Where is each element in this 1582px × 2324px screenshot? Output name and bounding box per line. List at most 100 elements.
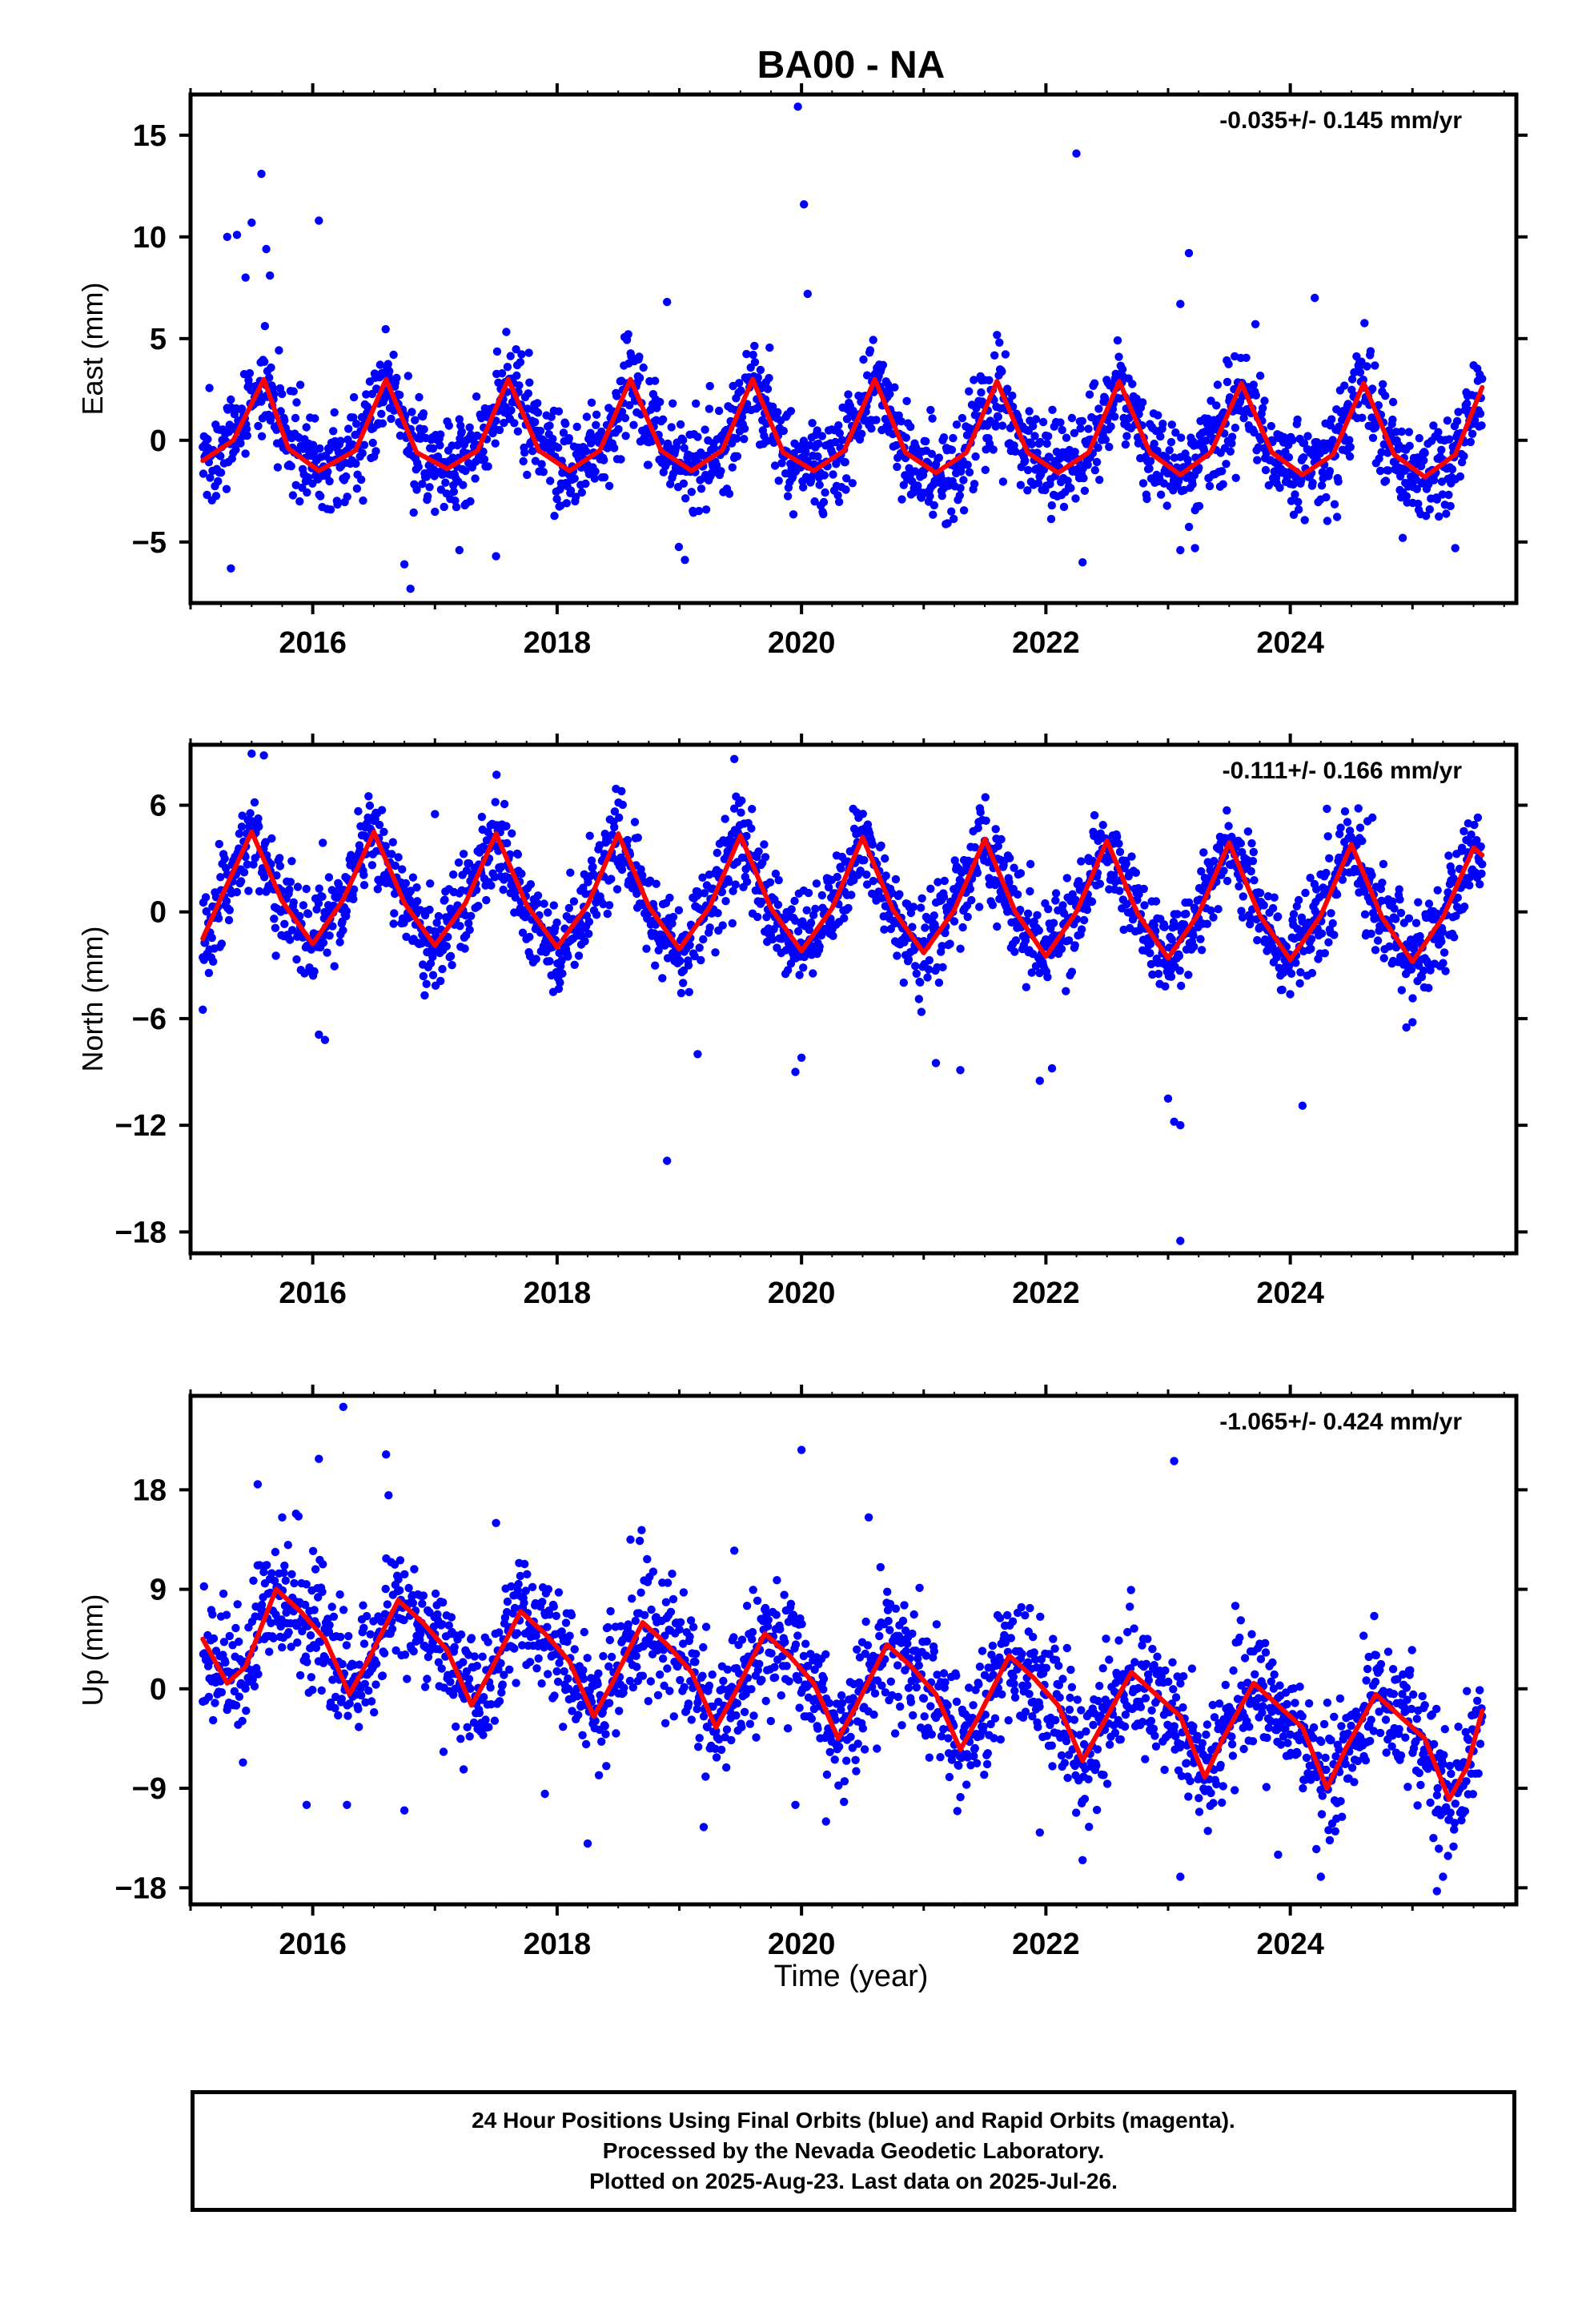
data-point xyxy=(869,336,877,344)
data-point xyxy=(970,480,979,489)
data-point xyxy=(516,358,525,367)
data-point xyxy=(474,902,483,911)
data-point xyxy=(554,984,564,994)
data-point xyxy=(1294,505,1303,514)
data-point xyxy=(549,901,558,910)
data-point xyxy=(373,885,382,894)
data-point xyxy=(1219,480,1227,489)
data-point xyxy=(408,408,416,416)
data-point xyxy=(1173,910,1182,919)
data-point xyxy=(1177,981,1186,991)
data-point xyxy=(841,457,849,467)
data-point xyxy=(415,392,424,402)
data-point xyxy=(679,479,689,488)
data-point xyxy=(667,423,676,432)
data-point xyxy=(517,869,526,879)
outlier-point xyxy=(259,751,268,760)
data-point xyxy=(1125,413,1134,423)
data-point xyxy=(1466,437,1476,447)
east-observations xyxy=(199,103,1487,593)
data-point xyxy=(714,406,724,416)
data-point xyxy=(444,932,452,942)
data-point xyxy=(1336,823,1345,832)
data-point xyxy=(364,1687,373,1695)
data-point xyxy=(279,1568,288,1578)
data-point xyxy=(359,440,369,449)
data-point xyxy=(1140,901,1149,910)
outlier-point xyxy=(1078,558,1087,567)
data-point xyxy=(354,806,363,816)
data-point xyxy=(1132,394,1141,403)
data-point xyxy=(288,491,298,500)
data-point xyxy=(997,834,1006,844)
data-point xyxy=(1287,497,1296,505)
data-point xyxy=(383,360,392,368)
data-point xyxy=(1227,432,1237,441)
data-point xyxy=(624,330,632,339)
data-point xyxy=(359,496,367,505)
outlier-point xyxy=(1176,1236,1185,1245)
data-point xyxy=(1122,432,1131,440)
data-point xyxy=(1284,452,1294,462)
data-point xyxy=(477,812,487,822)
data-point xyxy=(1001,350,1010,359)
data-point xyxy=(283,1541,292,1550)
data-point xyxy=(484,1638,492,1647)
data-point xyxy=(635,352,644,361)
data-point xyxy=(1405,441,1414,450)
data-point xyxy=(1070,448,1079,456)
x-tick-label: 2020 xyxy=(768,626,836,660)
data-point xyxy=(633,833,642,842)
data-point xyxy=(1327,415,1336,424)
data-point xyxy=(970,376,978,384)
data-point xyxy=(705,923,714,932)
data-point xyxy=(588,862,597,871)
data-point xyxy=(1162,501,1171,510)
data-point xyxy=(949,433,958,443)
data-point xyxy=(1460,452,1468,460)
data-point xyxy=(1340,807,1350,816)
data-point xyxy=(750,341,759,351)
data-point xyxy=(804,888,813,898)
data-point xyxy=(1005,878,1014,887)
data-point xyxy=(616,455,625,464)
data-point xyxy=(1381,392,1390,400)
data-point xyxy=(244,887,253,895)
data-point xyxy=(1010,447,1020,456)
data-point xyxy=(273,463,283,472)
data-point xyxy=(1424,899,1434,908)
data-point xyxy=(906,422,915,432)
data-point xyxy=(295,497,304,506)
data-point xyxy=(222,485,231,493)
data-point xyxy=(802,906,811,915)
data-point xyxy=(604,836,612,845)
data-point xyxy=(1328,436,1337,444)
data-point xyxy=(289,898,298,907)
data-point xyxy=(1294,895,1303,905)
data-point xyxy=(917,1007,926,1016)
data-point xyxy=(1090,466,1100,475)
data-point xyxy=(202,907,211,916)
data-point xyxy=(227,395,235,404)
data-point xyxy=(303,910,313,919)
data-point xyxy=(952,420,962,429)
data-point xyxy=(327,1602,336,1611)
data-point xyxy=(434,911,444,921)
data-point xyxy=(973,868,982,878)
data-point xyxy=(222,897,231,906)
data-point xyxy=(267,363,275,372)
data-point xyxy=(524,389,532,398)
data-point xyxy=(941,928,950,938)
data-point xyxy=(1182,910,1191,919)
data-point xyxy=(525,378,534,387)
data-point xyxy=(599,899,608,909)
data-point xyxy=(1138,398,1147,407)
data-point xyxy=(1138,479,1148,488)
data-point xyxy=(316,492,325,501)
x-tick-label: 2022 xyxy=(1012,626,1080,660)
data-point xyxy=(639,363,648,372)
data-point xyxy=(572,493,580,501)
x-tick-label: 2024 xyxy=(1256,1277,1324,1310)
data-point xyxy=(314,899,323,908)
y-tick-label: −18 xyxy=(115,1216,167,1249)
